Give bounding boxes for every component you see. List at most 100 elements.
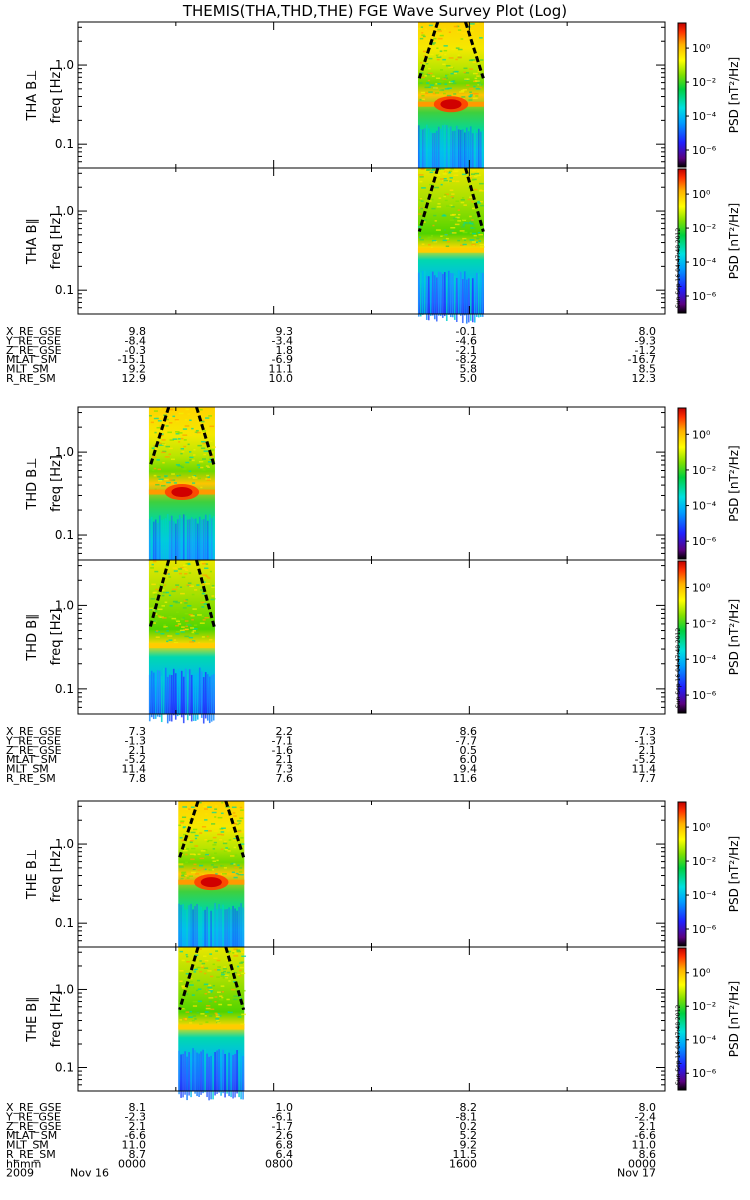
colorbar-label: PSD [nT²/Hz] xyxy=(727,203,741,279)
colorbar-tick-label: 10⁻⁴ xyxy=(692,110,717,123)
time-tick-label: 0000 xyxy=(628,1157,656,1170)
nyquist-curve-right xyxy=(224,800,246,858)
timestamp-label: Sun Sep 16 04:47:48 2012 xyxy=(675,628,682,708)
ephemeris-value: -3.4 xyxy=(272,334,293,347)
ephemeris-value: -15.1 xyxy=(118,353,146,366)
colorbar-tick-label: 10⁻² xyxy=(692,222,716,235)
nyquist-curve-left xyxy=(417,167,440,233)
ephemeris-value: 11.5 xyxy=(453,1148,478,1161)
ephemeris-row-label: MLAT_SM xyxy=(6,353,57,366)
ephemeris-value: -1.3 xyxy=(635,734,656,747)
ephemeris-value: -0.1 xyxy=(456,325,477,338)
y-tick-label: 1.0 xyxy=(55,982,74,996)
spectrogram-panel: 0.1 1.0 THA B∥ freq [Hz] 10⁰ 10⁻² 10⁻⁴ 10⁻⁶ PSD … xyxy=(25,167,741,324)
spectrogram-texture xyxy=(178,801,245,955)
ephemeris-value: -0.3 xyxy=(125,344,146,357)
ephemeris-value: 11.0 xyxy=(632,1139,657,1152)
colorbar-label: PSD [nT²/Hz] xyxy=(727,445,741,521)
spectrogram-texture xyxy=(148,407,216,570)
ephemeris-value: -6.6 xyxy=(125,1129,146,1142)
colorbar-tick-label: 10⁻⁶ xyxy=(692,290,717,303)
ephemeris-row-label: Y_RE_GSE xyxy=(5,734,61,747)
colorbar-tick-label: 10⁻⁴ xyxy=(692,889,717,902)
ephemeris-row-label: MLT_SM xyxy=(6,1139,49,1152)
colorbar-label: PSD [nT²/Hz] xyxy=(727,836,741,912)
colorbar xyxy=(677,801,687,947)
ephemeris-row-label: MLAT_SM xyxy=(6,753,57,766)
colorbar xyxy=(677,947,687,1091)
ephemeris-table: X_RE_GSE 7.3 2.2 8.6 7.3 Y_RE_GSE -1.3 -7.1 -7.7… xyxy=(5,725,656,785)
ephemeris-row-label: X_RE_GSE xyxy=(6,325,62,338)
time-axis-date-start: Nov 16 xyxy=(70,1166,109,1179)
ephemeris-value: 8.2 xyxy=(460,1101,478,1114)
ephemeris-value: -5.2 xyxy=(635,753,656,766)
time-axis-year: 2009 xyxy=(6,1166,34,1179)
ephemeris-value: 12.3 xyxy=(632,372,657,385)
peak-band xyxy=(417,247,485,253)
spectrogram-panel: 0.1 1.0 THD B∥ freq [Hz] 10⁰ 10⁻² 10⁻⁴ 10⁻⁶ PSD … xyxy=(25,559,741,724)
nyquist-curve-right xyxy=(195,406,216,467)
nyquist-curve-right xyxy=(464,21,485,79)
ephemeris-value: -7.7 xyxy=(456,734,477,747)
ephemeris-value: -4.6 xyxy=(456,334,477,347)
timestamp-label: Sun Sep 16 04:47:48 2012 xyxy=(675,1005,682,1085)
ephemeris-value: -2.1 xyxy=(456,344,477,357)
ephemeris-value: 7.8 xyxy=(129,772,147,785)
ephemeris-value: -7.1 xyxy=(272,734,293,747)
y-tick-label: 1.0 xyxy=(55,58,74,72)
ephemeris-value: 5.2 xyxy=(460,1129,478,1142)
colorbar-tick-label: 10⁻⁴ xyxy=(692,500,717,513)
ephemeris-table: X_RE_GSE 8.1 1.0 8.2 8.0 Y_RE_GSE -2.3 -6.1 -8.1… xyxy=(5,1101,656,1161)
ephemeris-value: 0.2 xyxy=(460,1120,478,1133)
panel-yunit: freq [Hz] xyxy=(49,213,64,270)
peak-core xyxy=(200,877,222,888)
ephemeris-value: 2.2 xyxy=(276,725,294,738)
ephemeris-value: 11.1 xyxy=(269,363,294,376)
ephemeris-value: -6.9 xyxy=(272,353,293,366)
ephemeris-value: 11.6 xyxy=(453,772,478,785)
colorbar xyxy=(677,168,687,314)
ephemeris-value: 5.8 xyxy=(460,363,478,376)
ephemeris-row-label: X_RE_GSE xyxy=(6,725,62,738)
ephemeris-value: 8.1 xyxy=(129,1101,147,1114)
nyquist-curve-right xyxy=(224,946,246,1011)
peak-band xyxy=(148,643,215,649)
ephemeris-value: -8.1 xyxy=(456,1110,477,1123)
colorbar-tick-label: 10⁻² xyxy=(692,617,716,630)
ephemeris-value: 11.4 xyxy=(122,763,147,776)
panel-ylabel: THE B∥ xyxy=(25,996,40,1042)
ephemeris-value: 8.6 xyxy=(639,1148,657,1161)
time-axis-label: hhmm xyxy=(6,1157,41,1170)
ephemeris-value: 2.1 xyxy=(129,744,147,757)
ephemeris-row-label: R_RE_SM xyxy=(6,772,56,785)
colorbar xyxy=(677,560,687,714)
ephemeris-value: 8.5 xyxy=(639,363,657,376)
ephemeris-value: 6.0 xyxy=(460,753,478,766)
y-tick-label: 0.1 xyxy=(55,682,74,696)
spectrogram-panel: 0.1 1.0 THE B∥ freq [Hz] 10⁰ 10⁻² 10⁻⁴ 10⁻⁶ PSD … xyxy=(25,946,741,1101)
ephemeris-row-label: Z_RE_GSE xyxy=(6,744,62,757)
ephemeris-value: 11.4 xyxy=(632,763,657,776)
ephemeris-value: 2.1 xyxy=(276,753,294,766)
ephemeris-value: 2.1 xyxy=(639,1120,657,1133)
ephemeris-value: 7.7 xyxy=(639,772,657,785)
colorbar-tick-label: 10⁻⁴ xyxy=(692,1034,717,1047)
ephemeris-value: -1.7 xyxy=(272,1120,293,1133)
plot-title: THEMIS(THA,THD,THE) FGE Wave Survey Plot… xyxy=(182,2,567,20)
peak-core xyxy=(440,99,462,110)
colorbar-tick-label: 10⁻² xyxy=(692,76,716,89)
colorbar-tick-label: 10⁻² xyxy=(692,464,716,477)
colorbar-tick-label: 10⁻⁴ xyxy=(692,653,717,666)
colorbar-tick-label: 10⁻⁶ xyxy=(692,923,717,936)
ephemeris-value: -1.2 xyxy=(635,344,656,357)
spectrogram-texture xyxy=(148,560,216,724)
ephemeris-row-label: Z_RE_GSE xyxy=(6,344,62,357)
ephemeris-value: 7.6 xyxy=(276,772,294,785)
ephemeris-value: 5.0 xyxy=(460,372,478,385)
colorbar-tick-label: 10⁻⁴ xyxy=(692,256,717,269)
ephemeris-value: 8.0 xyxy=(639,325,657,338)
y-tick-label: 0.1 xyxy=(55,1061,74,1075)
ephemeris-row-label: Y_RE_GSE xyxy=(5,334,61,347)
ephemeris-value: 2.1 xyxy=(639,744,657,757)
